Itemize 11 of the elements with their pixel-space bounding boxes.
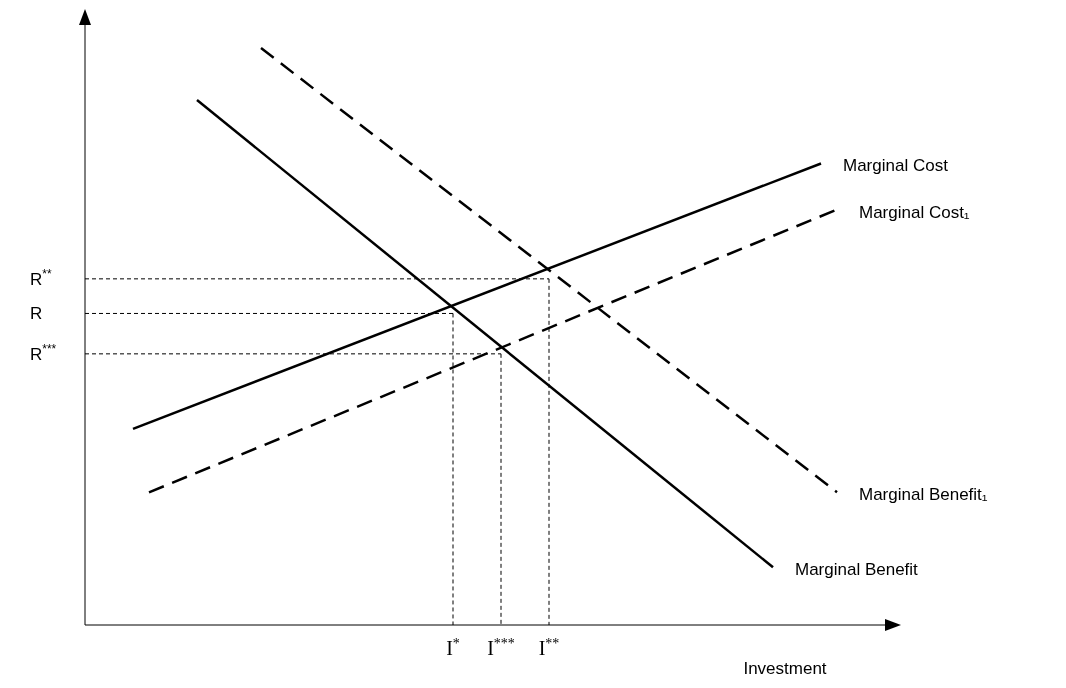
series-label: Marginal Cost: [843, 156, 949, 176]
text: R: [30, 304, 43, 324]
series-label: Marginal Cost₁: [859, 202, 970, 222]
series-label: R$^{***}$: [30, 341, 57, 364]
x-tick-label: I$^{*}$: [446, 635, 460, 659]
x-tick-label: I$^{***}$: [487, 635, 515, 659]
x-tick-label: I$^{**}$: [538, 635, 560, 659]
series-label: Marginal Benefit: [795, 560, 919, 580]
series-label: R$^{**}$: [30, 266, 52, 289]
series-label: Marginal Benefit₁: [859, 485, 988, 505]
x-axis-title: Investment: [743, 659, 827, 678]
